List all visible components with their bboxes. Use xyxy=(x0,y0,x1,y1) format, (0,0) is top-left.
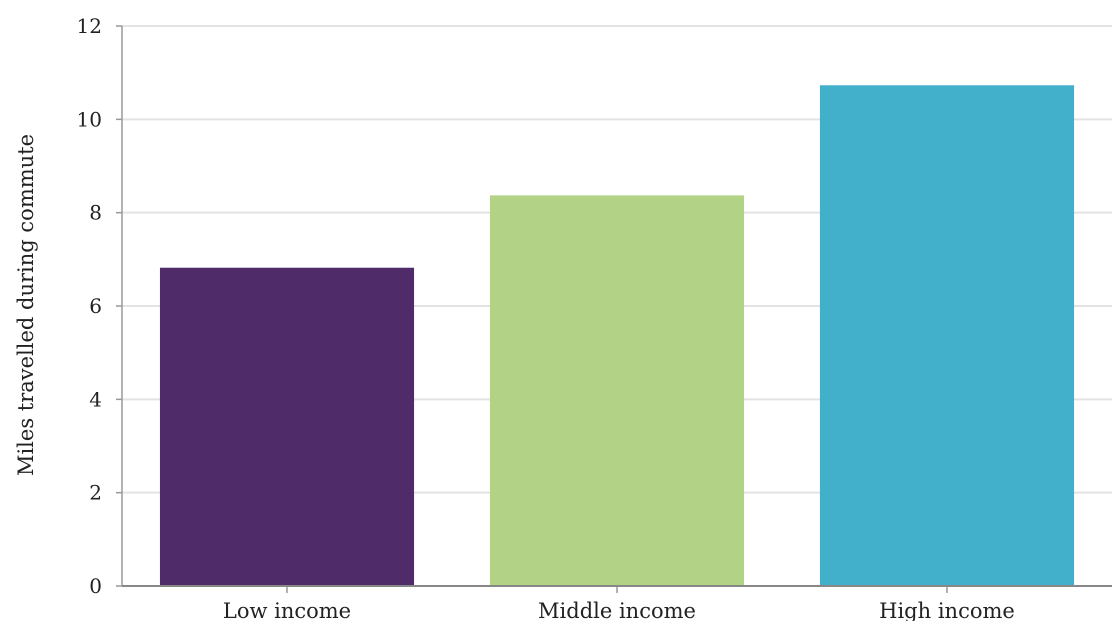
y-axis-label: Miles travelled during commute xyxy=(14,134,38,476)
y-tick-label: 2 xyxy=(89,481,102,505)
x-tick-label: High income xyxy=(879,599,1015,621)
bar-high-income xyxy=(819,85,1075,587)
tick-labels: 0 2 4 6 8 10 12 Low income Middle income High inc… xyxy=(77,14,1015,623)
y-tick-label: 6 xyxy=(89,294,102,318)
bar-middle-income xyxy=(489,195,745,586)
axes xyxy=(116,25,1112,593)
x-tick-label: Middle income xyxy=(538,599,696,621)
y-tick-label: 0 xyxy=(89,574,102,598)
y-tick-label: 12 xyxy=(77,14,102,38)
bars xyxy=(159,85,1075,587)
bar-low-income xyxy=(159,267,415,586)
y-tick-label: 8 xyxy=(89,201,102,225)
y-tick-label: 4 xyxy=(89,387,102,411)
x-tick-label: Low income xyxy=(223,599,351,621)
y-tick-label: 10 xyxy=(77,107,102,131)
